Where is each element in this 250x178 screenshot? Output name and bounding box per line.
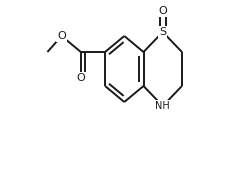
Text: O: O [158,6,167,16]
Text: NH: NH [155,101,170,111]
Text: O: O [57,31,66,41]
Text: O: O [76,73,85,83]
Text: S: S [159,27,166,37]
